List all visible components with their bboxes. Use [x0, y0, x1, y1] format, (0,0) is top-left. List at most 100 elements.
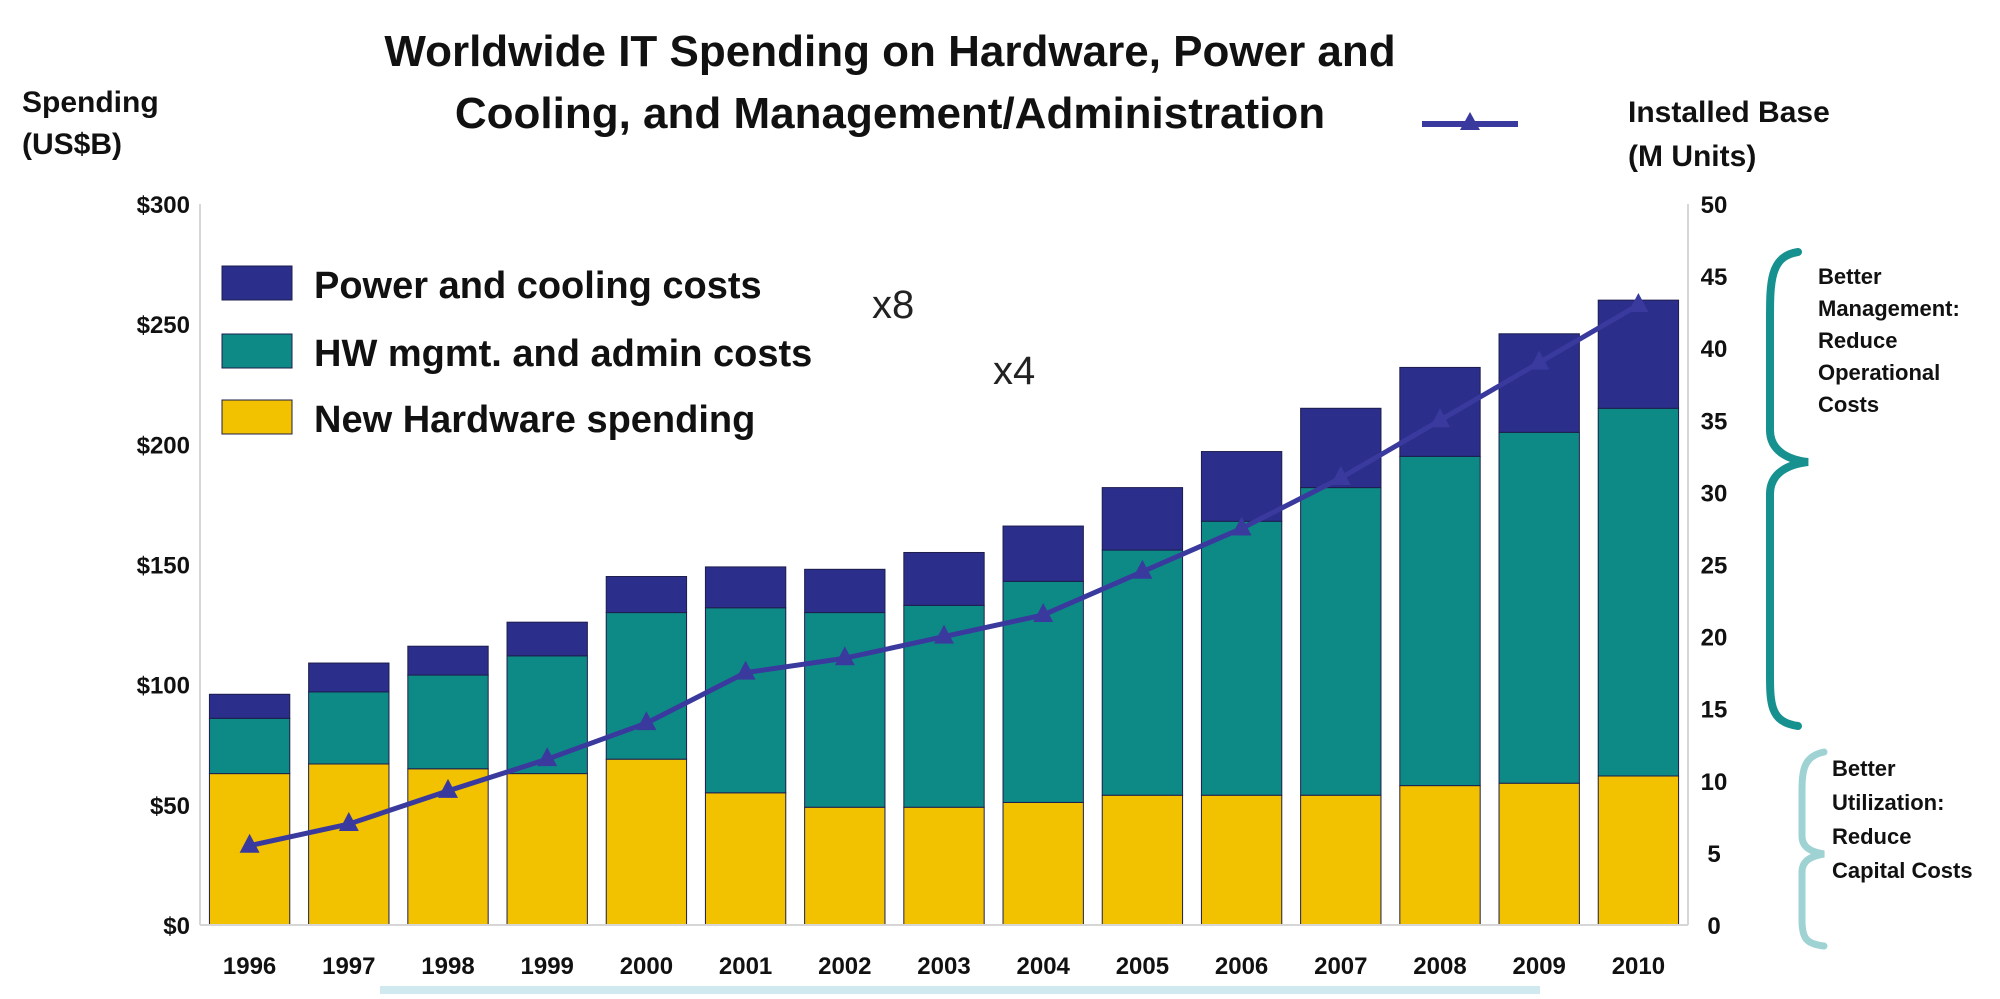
x-tick-label: 2009 — [1513, 953, 1566, 980]
y2-tick-label: 10 — [1701, 769, 1728, 796]
bar-new-hardware — [1597, 775, 1680, 926]
installed-base-point — [1529, 350, 1550, 370]
bar-mgmt-admin — [605, 612, 688, 760]
installed-base-point — [1430, 408, 1450, 428]
y2-tick-label: 45 — [1701, 264, 1728, 291]
legend: Power and cooling costs HW mgmt. and admi… — [221, 265, 812, 441]
y-tick-label: $200 — [137, 432, 190, 459]
y2-tick-label: 50 — [1701, 192, 1728, 219]
x-tick-label: 2004 — [1017, 953, 1071, 980]
bar-power-cooling — [308, 662, 390, 693]
y-tick-label: $0 — [163, 913, 190, 940]
bar-mgmt-admin — [1300, 487, 1382, 796]
bar-power-cooling — [1597, 299, 1680, 409]
installed-base-point — [438, 778, 458, 798]
x-tick-label: 2003 — [917, 953, 970, 980]
y-axis-ticks: $0 $50 $100 $150 $200 $250 $300 — [137, 192, 190, 940]
chart-title-line-1: Worldwide IT Spending on Hardware, Power… — [384, 27, 1395, 76]
x-tick-label: 1997 — [322, 953, 375, 980]
x-tick-label: 1999 — [521, 953, 574, 980]
y-axis-title-line-1: Spending — [22, 86, 159, 119]
x-tick-label: 2005 — [1116, 953, 1169, 980]
bar-new-hardware — [804, 806, 886, 926]
bar-new-hardware — [1399, 785, 1481, 926]
y-tick-label: $300 — [137, 192, 190, 219]
installed-base-point — [934, 624, 954, 644]
y2-tick-label: 40 — [1701, 336, 1728, 363]
bar-power-cooling — [704, 566, 787, 609]
x-tick-label: 1996 — [223, 953, 276, 980]
y2-tick-label: 0 — [1707, 913, 1720, 940]
x-tick-label: 2007 — [1314, 953, 1367, 980]
installed-base-point — [1628, 292, 1649, 312]
y2-axis-ticks: 0 5 10 15 20 25 30 35 40 45 50 — [1701, 192, 1728, 940]
bar-power-cooling — [1002, 525, 1084, 582]
installed-base-point — [1132, 559, 1153, 579]
bar-mgmt-admin — [1597, 407, 1680, 777]
bar-new-hardware — [1498, 782, 1580, 926]
bar-power-cooling — [208, 693, 291, 719]
bar-new-hardware — [903, 806, 985, 926]
chart-title-line-2: Cooling, and Management/Administration — [455, 89, 1325, 138]
installed-base-line-group — [239, 292, 1649, 853]
bar-new-hardware — [1101, 794, 1184, 926]
utilization-note-line: Utilization: — [1832, 790, 1944, 815]
bar-mgmt-admin — [308, 691, 390, 765]
installed-base-point — [1033, 602, 1054, 622]
bar-new-hardware — [704, 792, 787, 926]
management-note-line: Reduce — [1818, 328, 1897, 353]
legend-label: HW mgmt. and admin costs — [314, 333, 812, 375]
legend-swatch-new-hardware — [221, 399, 293, 435]
management-note-line: Costs — [1818, 392, 1879, 417]
bar-power-cooling — [1200, 451, 1283, 522]
bar-mgmt-admin — [208, 717, 291, 775]
y-tick-label: $250 — [137, 312, 190, 339]
installed-base-point — [1231, 516, 1252, 536]
utilization-note-line: Reduce — [1832, 824, 1911, 849]
bar-new-hardware — [605, 758, 688, 926]
management-note-line: Better — [1818, 264, 1882, 289]
bar-power-cooling — [1498, 333, 1580, 433]
x-tick-label: 1998 — [421, 953, 474, 980]
x-tick-label: 2000 — [620, 953, 673, 980]
bar-mgmt-admin — [1200, 520, 1283, 796]
x-tick-label: 2001 — [719, 953, 772, 980]
bar-power-cooling — [804, 568, 886, 614]
axes — [199, 204, 1689, 926]
y-tick-label: $150 — [137, 553, 190, 580]
legend-label: Power and cooling costs — [314, 265, 762, 307]
installed-base-point — [1330, 465, 1351, 485]
y2-tick-label: 30 — [1701, 480, 1728, 507]
management-note: Better Management: Reduce Operational Co… — [1818, 264, 1960, 417]
bar-new-hardware — [1002, 801, 1084, 926]
bar-power-cooling — [903, 551, 985, 606]
y2-tick-label: 20 — [1701, 625, 1728, 652]
power-multiplier-label: x8 — [872, 283, 914, 327]
mgmt-multiplier-label: x4 — [993, 349, 1035, 393]
x-tick-label: 2006 — [1215, 953, 1268, 980]
bar-power-cooling — [1101, 487, 1184, 551]
bar-power-cooling — [506, 621, 588, 657]
bar-stack-group — [208, 299, 1680, 926]
y-tick-label: $50 — [150, 793, 190, 820]
x-tick-label: 2002 — [818, 953, 871, 980]
bar-mgmt-admin — [1101, 549, 1184, 796]
utilization-note-line: Capital Costs — [1832, 858, 1973, 883]
legend-swatch-power-cooling — [221, 265, 293, 301]
x-axis-ticks: 1996 1997 1998 1999 2000 2001 2002 2003 2004 2005… — [223, 953, 1665, 980]
installed-base-point — [636, 711, 657, 731]
bar-new-hardware — [308, 763, 390, 926]
y2-tick-label: 25 — [1701, 553, 1728, 580]
management-note-line: Management: — [1818, 296, 1960, 321]
installed-base-point — [735, 660, 756, 680]
utilization-brace — [1798, 748, 1828, 950]
y-tick-label: $100 — [137, 673, 190, 700]
installed-base-point — [338, 812, 359, 832]
bar-power-cooling — [605, 576, 688, 614]
utilization-note: Better Utilization: Reduce Capital Costs — [1832, 756, 1973, 883]
y2-axis-title-line-2: (M Units) — [1628, 140, 1756, 173]
y2-axis-title-line-1: Installed Base — [1628, 96, 1830, 129]
bottom-strip — [380, 986, 1540, 994]
